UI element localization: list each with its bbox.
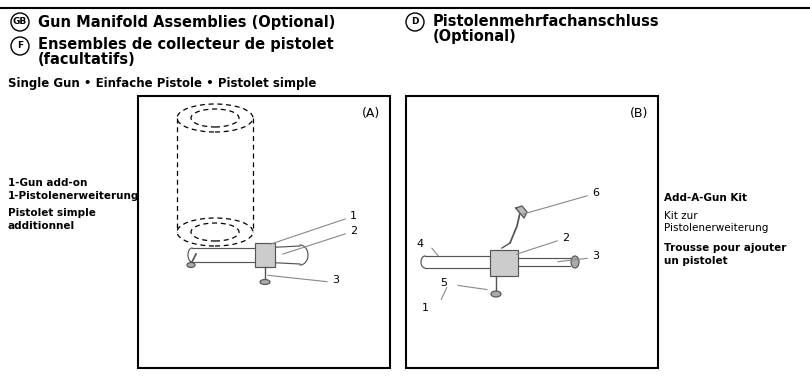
Text: D: D (411, 18, 419, 26)
Text: Pistolenmehrfachanschluss: Pistolenmehrfachanschluss (433, 15, 659, 29)
Text: (B): (B) (629, 107, 648, 120)
Text: un pistolet: un pistolet (664, 256, 727, 266)
Polygon shape (516, 206, 527, 218)
Text: 2: 2 (350, 226, 357, 236)
Text: 1-Gun add-on: 1-Gun add-on (8, 178, 87, 188)
Bar (406, 96, 658, 368)
Bar (490, 250, 518, 276)
Text: Ensembles de collecteur de pistolet: Ensembles de collecteur de pistolet (38, 37, 334, 52)
Text: (Optional): (Optional) (433, 29, 517, 44)
Text: (A): (A) (362, 107, 380, 120)
Text: GB: GB (13, 18, 27, 26)
Text: (facultatifs): (facultatifs) (38, 52, 136, 66)
Text: Single Gun • Einfache Pistole • Pistolet simple: Single Gun • Einfache Pistole • Pistolet… (8, 76, 317, 89)
Text: 1: 1 (350, 211, 357, 221)
Text: F: F (17, 42, 23, 50)
Text: Kit zur: Kit zur (664, 211, 697, 221)
Ellipse shape (571, 256, 579, 268)
Text: 3: 3 (332, 275, 339, 285)
Text: Trousse pour ajouter: Trousse pour ajouter (664, 243, 787, 253)
Text: Pistolenerweiterung: Pistolenerweiterung (664, 223, 769, 233)
Text: 4: 4 (416, 239, 423, 249)
Text: additionnel: additionnel (8, 221, 75, 231)
Bar (255, 243, 275, 267)
Bar (138, 96, 390, 368)
Ellipse shape (491, 291, 501, 297)
Text: 1-Pistolenerweiterung: 1-Pistolenerweiterung (8, 191, 139, 201)
Text: 5: 5 (440, 278, 447, 288)
Text: Gun Manifold Assemblies (Optional): Gun Manifold Assemblies (Optional) (38, 15, 335, 29)
Ellipse shape (187, 262, 195, 267)
Text: 6: 6 (592, 188, 599, 198)
Text: Pistolet simple: Pistolet simple (8, 208, 96, 218)
Ellipse shape (260, 280, 270, 285)
Text: 1: 1 (422, 303, 429, 313)
Text: 3: 3 (592, 251, 599, 261)
Text: 2: 2 (562, 233, 569, 243)
Text: Add-A-Gun Kit: Add-A-Gun Kit (664, 193, 747, 203)
